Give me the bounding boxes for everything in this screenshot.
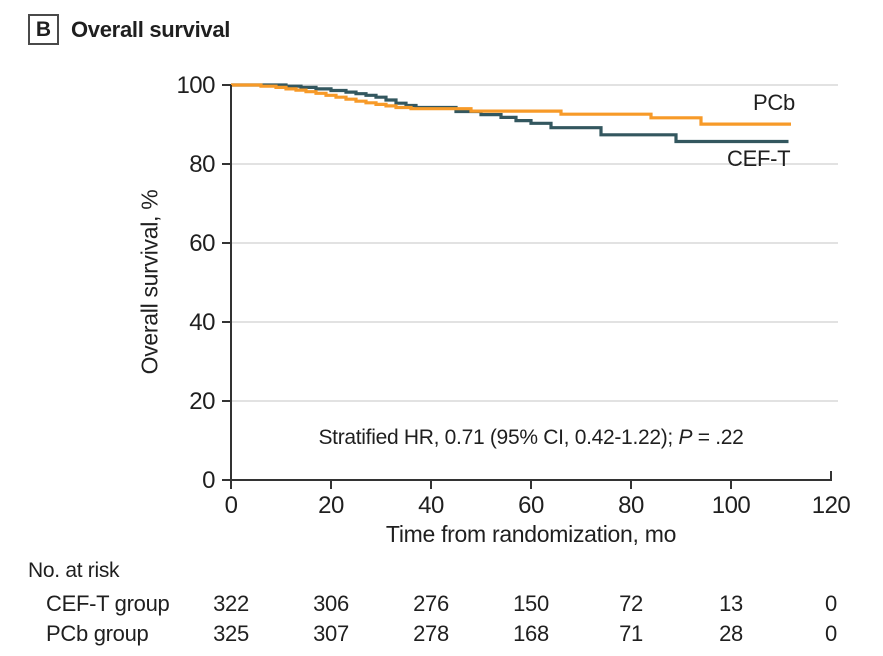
x-tick-label: 80 [618,492,644,519]
risk-count: 168 [513,621,549,646]
risk-row-label-pcb: PCb group [46,621,149,646]
risk-count: 28 [719,621,743,646]
y-tick-label: 60 [189,230,215,257]
risk-count: 306 [313,591,349,616]
x-tick-label: 20 [318,492,344,519]
y-tick-label: 20 [189,388,215,415]
risk-count: 307 [313,621,349,646]
panel-letter-badge: B [28,14,59,45]
curve-label-cef-t: CEF-T [727,146,791,171]
x-tick-label: 40 [418,492,444,519]
y-axis-title: Overall survival, % [136,189,163,375]
risk-count: 278 [413,621,449,646]
annotation-text: Stratified HR, 0.71 (95% CI, 0.42-1.22); [318,426,679,449]
risk-count: 0 [825,591,837,616]
annotation-p-value: = .22 [692,426,744,449]
risk-table-title: No. at risk [28,559,120,582]
y-tick-label: 80 [189,151,215,178]
annotation-p-label: P [678,426,693,449]
curve-label-pcb: PCb [753,90,795,115]
risk-count: 325 [213,621,249,646]
curve-cef-t [231,83,789,144]
panel-title: Overall survival [71,16,231,42]
curve-pcb [231,83,791,126]
risk-count: 13 [719,591,743,616]
y-tick-label: 0 [202,467,215,494]
x-tick-label: 100 [712,492,751,519]
y-tick-label: 100 [176,72,215,99]
risk-count: 150 [513,591,549,616]
risk-row-label-cef-t: CEF-T group [46,591,170,616]
x-tick-label: 60 [518,492,544,519]
x-tick-label: 120 [812,492,851,519]
x-axis-title: Time from randomization, mo [385,521,677,547]
risk-count: 322 [213,591,249,616]
risk-count: 276 [413,591,449,616]
risk-count: 72 [619,591,643,616]
hazard-ratio-annotation: Stratified HR, 0.71 (95% CI, 0.42-1.22);… [231,426,831,450]
panel-header: B Overall survival [28,14,230,45]
y-tick-label: 40 [189,309,215,336]
risk-count: 0 [825,621,837,646]
x-tick-label: 0 [225,492,238,519]
risk-count: 71 [619,621,643,646]
